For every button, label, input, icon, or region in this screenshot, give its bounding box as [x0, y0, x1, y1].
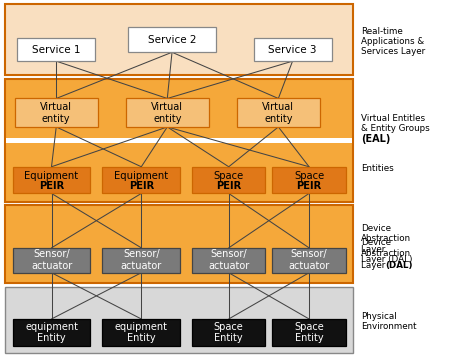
FancyBboxPatch shape [192, 167, 265, 193]
FancyBboxPatch shape [273, 319, 346, 346]
Text: Virtual
entity: Virtual entity [151, 102, 183, 124]
Text: Equipment: Equipment [114, 171, 168, 181]
Text: Device
Abstraction: Device Abstraction [361, 238, 411, 257]
FancyBboxPatch shape [102, 319, 180, 346]
Text: Space: Space [214, 171, 244, 181]
Text: Layer (DAL): Layer (DAL) [361, 255, 412, 264]
Text: (EAL): (EAL) [361, 134, 390, 144]
FancyBboxPatch shape [192, 319, 265, 346]
FancyBboxPatch shape [15, 99, 98, 127]
Text: equipment
Entity: equipment Entity [25, 322, 78, 343]
FancyBboxPatch shape [5, 287, 353, 353]
FancyBboxPatch shape [128, 27, 216, 52]
Text: Device
Abstraction
Layer: Device Abstraction Layer [361, 224, 411, 254]
Text: Virtual
entity: Virtual entity [262, 102, 294, 124]
Text: Equipment: Equipment [25, 171, 79, 181]
FancyBboxPatch shape [12, 319, 91, 346]
Text: Entities: Entities [361, 164, 393, 174]
Text: PEIR: PEIR [216, 181, 241, 191]
FancyBboxPatch shape [5, 4, 353, 75]
FancyBboxPatch shape [192, 248, 265, 273]
FancyBboxPatch shape [254, 38, 331, 61]
FancyBboxPatch shape [17, 38, 95, 61]
FancyBboxPatch shape [6, 138, 352, 143]
Text: Virtual Entitles
& Entity Groups: Virtual Entitles & Entity Groups [361, 114, 429, 133]
Text: Space: Space [294, 171, 324, 181]
FancyBboxPatch shape [12, 167, 91, 193]
FancyBboxPatch shape [237, 99, 319, 127]
FancyBboxPatch shape [126, 99, 209, 127]
Text: Real-time
Applications &
Services Layer: Real-time Applications & Services Layer [361, 27, 425, 56]
Text: Service 2: Service 2 [148, 35, 196, 45]
FancyBboxPatch shape [273, 248, 346, 273]
Text: Service 3: Service 3 [268, 45, 317, 55]
FancyBboxPatch shape [12, 248, 91, 273]
FancyBboxPatch shape [273, 167, 346, 193]
Text: Service 1: Service 1 [32, 45, 81, 55]
Text: Physical
Environment: Physical Environment [361, 312, 416, 331]
Text: Sensor/
actuator: Sensor/ actuator [121, 250, 162, 271]
Text: Sensor/
actuator: Sensor/ actuator [31, 250, 72, 271]
FancyBboxPatch shape [102, 248, 180, 273]
FancyBboxPatch shape [102, 167, 180, 193]
Text: Virtual
entity: Virtual entity [40, 102, 72, 124]
Text: PEIR: PEIR [128, 181, 154, 191]
Text: Space
Entity: Space Entity [294, 322, 324, 343]
Text: PEIR: PEIR [39, 181, 64, 191]
Text: equipment
Entity: equipment Entity [115, 322, 168, 343]
Text: Sensor/
actuator: Sensor/ actuator [208, 250, 249, 271]
FancyBboxPatch shape [5, 205, 353, 283]
Text: (DAL): (DAL) [385, 261, 413, 270]
Text: PEIR: PEIR [296, 181, 322, 191]
Text: Layer: Layer [361, 261, 388, 270]
Text: Space
Entity: Space Entity [214, 322, 244, 343]
Text: Sensor/
actuator: Sensor/ actuator [289, 250, 330, 271]
FancyBboxPatch shape [5, 79, 353, 202]
